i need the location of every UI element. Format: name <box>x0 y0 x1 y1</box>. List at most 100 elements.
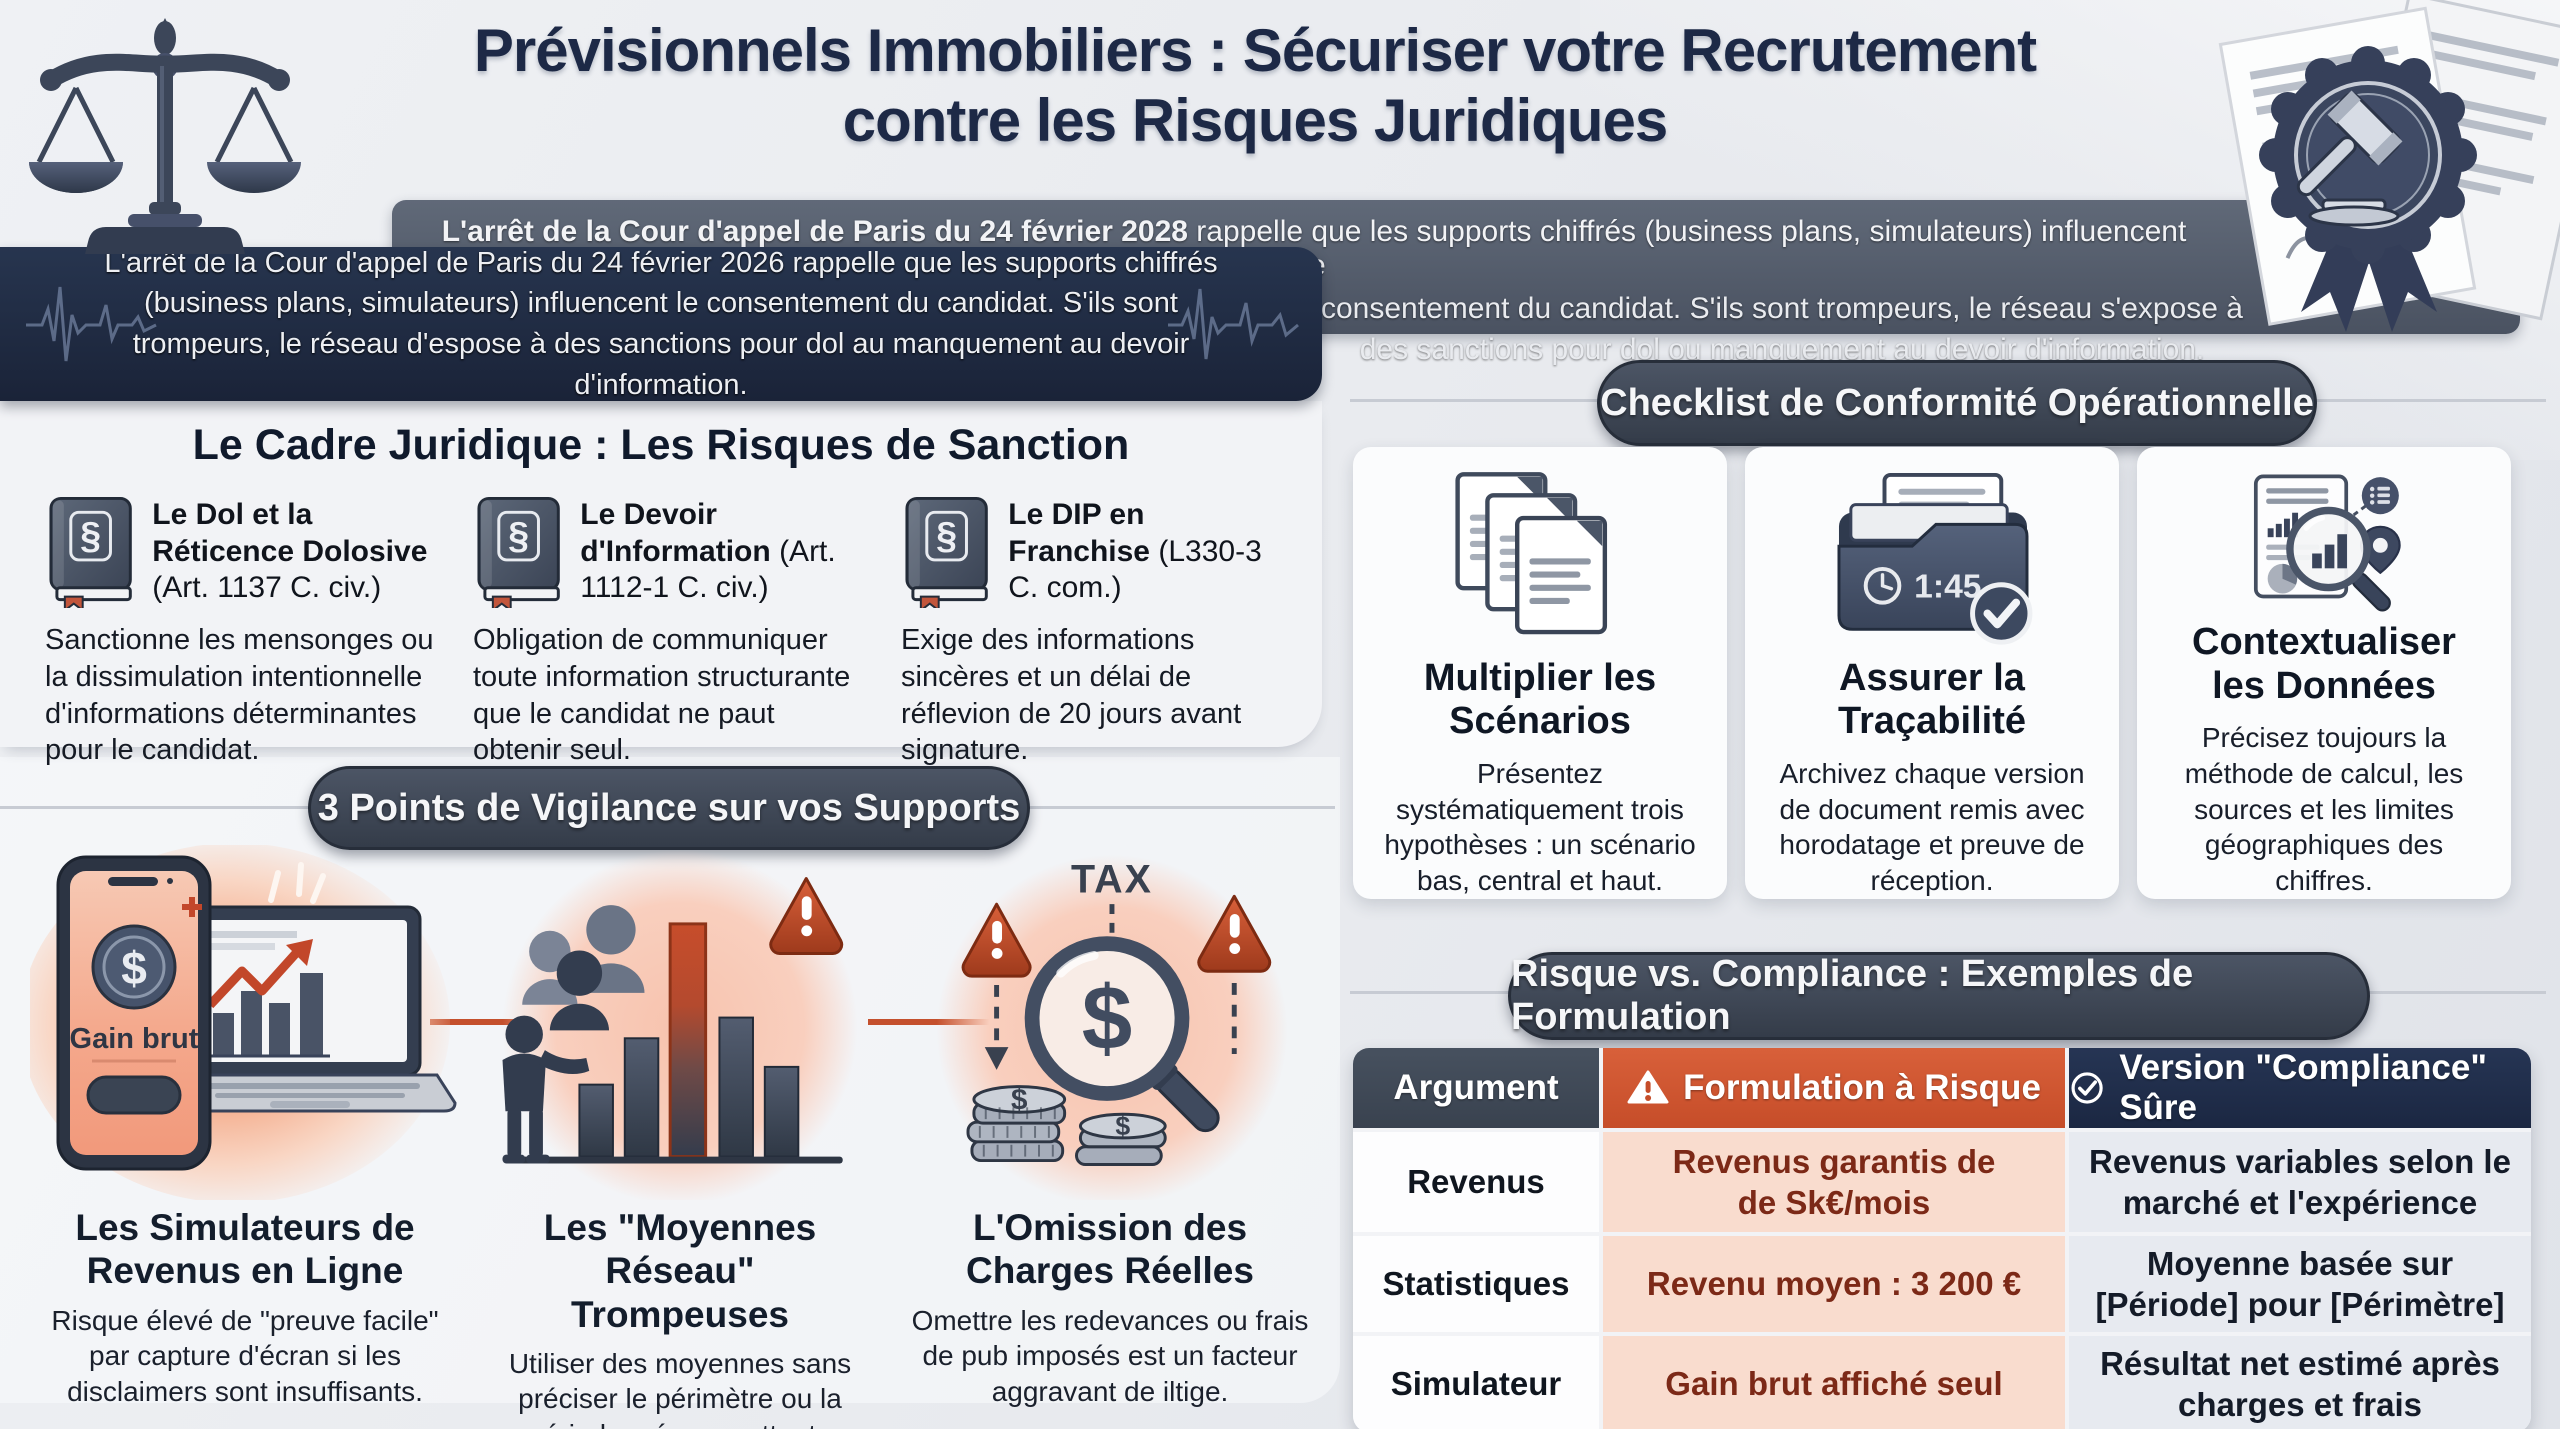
banner-line-2: consentement du candidat. S'ils sont tro… <box>1321 292 2243 325</box>
waveform-icon <box>26 286 157 362</box>
legal-item-title: Le Devoir d'Information (Art. 1112-1 C. … <box>580 497 863 607</box>
vigilance-title: Les Simulateurs de Revenus en Ligne <box>75 1207 415 1292</box>
vigilance-desc: Utiliser des moyennes sans préciser le p… <box>508 1347 852 1429</box>
law-book-icon: § <box>49 496 132 608</box>
magnifier-chart-icon <box>2286 506 2391 612</box>
check-circle-icon <box>2071 1072 2103 1104</box>
card-desc: Précisez toujours la méthode de calcul, … <box>2184 721 2464 897</box>
vigilance-desc: Risque élevé de "preuve facile" par capt… <box>51 1304 439 1407</box>
waveform-icon <box>1168 288 1299 360</box>
warning-triangle-icon <box>1627 1070 1669 1104</box>
banner-line-1: L'arrêt de la Cour d'appel de Paris du 2… <box>392 215 2520 283</box>
court-ruling-banner: L'arrêt de la Cour d'appel de Paris du 2… <box>0 247 1322 401</box>
simulator-phone-laptop-illustration: $ Gain brut <box>30 845 457 1200</box>
legal-item-desc: Sanctionne les mensonges ou la dissimula… <box>45 624 434 767</box>
bookmark-ribbon <box>919 595 940 608</box>
warning-triangle-icon <box>1197 894 1272 973</box>
warning-triangle-icon <box>961 902 1032 978</box>
law-book-icon: § <box>905 496 988 608</box>
vigilance-title: L'Omission des Charges Réelles <box>966 1207 1254 1292</box>
tax-label: TAX <box>1071 857 1153 901</box>
checklist-heading: Checklist de Conformité Opérationnelle <box>1600 381 2314 424</box>
svg-text:$: $ <box>1082 968 1132 1069</box>
dollar-coin-icon: $ <box>91 924 177 1010</box>
bar-chart-icon <box>517 922 843 1164</box>
card-desc: Présentez systématiquement trois hypothè… <box>1384 757 1696 897</box>
legal-framework-section: Le Cadre Juridique : Les Risques de Sanc… <box>0 401 1322 766</box>
checklist-card-tracabilite: 1:45 Assurer la Traçabilité Archivez cha… <box>1745 447 2119 899</box>
bookmark-ribbon <box>491 595 512 608</box>
coin-stacks-icon: $ $ <box>966 1083 1167 1166</box>
card-title: Contextualiser les Données <box>2192 621 2456 707</box>
column-header-risk: Formulation à Risque <box>1603 1048 2065 1128</box>
comparison-heading: Risque vs. Compliance : Exemples de Form… <box>1511 953 2194 1038</box>
check-badge-icon <box>1970 582 2033 645</box>
rising-arrow-icon <box>206 947 302 1009</box>
timestamp-label: 1:45 <box>1914 569 1981 606</box>
cell-safe: Revenus variables selon le marché et l'e… <box>2069 1132 2531 1232</box>
tax-omission-illustration: TAX $ <box>936 854 1288 1200</box>
phone-button <box>86 1075 182 1115</box>
legal-title-text: Le Devoir d'Information <box>580 498 771 568</box>
checklist-card-contextualiser: Contextualiser les Données Précisez touj… <box>2137 447 2511 899</box>
legal-items: § Le Dol et la Réticence Dolosive (Art. … <box>0 470 1322 769</box>
checklist-heading-pill: Checklist de Conformité Opérationnelle <box>1597 360 2317 446</box>
title-line-2: contre les Risques Juridiques <box>842 86 1669 154</box>
legal-item-devoir: § Le Devoir d'Information (Art. 1112-1 C… <box>473 496 863 769</box>
cell-risk: Gain brut affiché seul <box>1603 1336 2065 1429</box>
header-label: Formulation à Risque <box>1683 1068 2041 1107</box>
list-bubble-icon <box>2352 477 2399 517</box>
bookmark-ribbon <box>63 595 84 608</box>
cell-risk: Revenus garantis de de Sk€/mois <box>1603 1132 2065 1232</box>
legal-item-title: Le Dol et la Réticence Dolosive (Art. 11… <box>152 497 435 607</box>
phone-icon: $ Gain brut <box>56 855 212 1171</box>
presenter-person-icon <box>502 1015 590 1164</box>
plus-icon <box>182 897 202 917</box>
banner-lead: L'arrêt de la Cour d'appel de Paris du 2… <box>441 215 1188 248</box>
clock-icon <box>1863 566 1902 605</box>
gavel-icon <box>2296 90 2403 227</box>
vigilance-desc: Omettre les redevances ou frais de pub i… <box>911 1304 1309 1407</box>
cell-argument: Revenus <box>1353 1132 1599 1232</box>
outlier-red-bar <box>668 922 708 1159</box>
folder-timestamp-icon: 1:45 <box>1837 472 2033 645</box>
people-group-icon <box>522 905 645 1031</box>
paragraph-symbol: § <box>508 514 529 556</box>
banner-lead-rest: rappelle que les supports chiffrés (busi… <box>1196 215 2187 282</box>
checklist-card-scenarios: Multiplier les Scénarios Présentez systé… <box>1353 447 1727 899</box>
laptop-icon <box>161 905 457 1113</box>
legal-item-dol: § Le Dol et la Réticence Dolosive (Art. … <box>45 496 435 769</box>
vigilance-title: Les "Moyennes Réseau" Trompeuses <box>543 1207 817 1335</box>
paragraph-symbol: § <box>80 514 101 556</box>
data-context-icon <box>2253 474 2401 612</box>
legal-item-desc: Exige des informations sincères et un dé… <box>901 624 1242 767</box>
court-ruling-text: L'arrêt de la Cour d'appel de Paris du 2… <box>104 246 1218 401</box>
vigilance-item-simulators: $ Gain brut Les Simulateurs de Revenus e… <box>30 845 460 1409</box>
network-averages-illustration <box>502 849 858 1200</box>
cell-safe: Moyenne basée sur [Période] pour [Périmè… <box>2069 1236 2531 1332</box>
legal-item-title: Le DIP en Franchise (L330-3 C. com.) <box>1008 497 1291 607</box>
magnifier-dollar-icon: $ <box>1024 936 1220 1133</box>
svg-text:$: $ <box>1115 1111 1130 1141</box>
paragraph-symbol: § <box>936 514 957 556</box>
scales-of-justice-icon <box>29 18 301 254</box>
cell-safe: Résultat net estimé après charges et fra… <box>2069 1336 2531 1429</box>
legal-ref: (Art. 1137 C. civ.) <box>152 571 382 605</box>
mini-pie-chart <box>2267 563 2298 594</box>
vigilance-heading-pill: 3 Points de Vigilance sur vos Supports <box>308 766 1030 850</box>
connector-line <box>868 1019 1004 1025</box>
comparison-heading-pill: Risque vs. Compliance : Exemples de Form… <box>1508 952 2370 1040</box>
card-title: Multiplier les Scénarios <box>1423 657 1657 743</box>
column-header-argument: Argument <box>1353 1048 1599 1128</box>
cell-argument: Statistiques <box>1353 1236 1599 1332</box>
cell-risk: Revenu moyen : 3 200 € <box>1603 1236 2065 1332</box>
certificate-seal-icon <box>2218 0 2560 332</box>
header-label: Argument <box>1393 1068 1559 1107</box>
header-label: Version "Compliance" Sûre <box>2119 1048 2487 1127</box>
vigilance-heading: 3 Points de Vigilance sur vos Supports <box>317 786 1021 829</box>
warning-triangle-icon <box>769 877 844 955</box>
spark-lines <box>268 862 326 904</box>
legal-title-text: Le Dol et la Réticence Dolosive <box>152 498 428 568</box>
legal-title-text: Le DIP en Franchise <box>1008 498 1150 568</box>
